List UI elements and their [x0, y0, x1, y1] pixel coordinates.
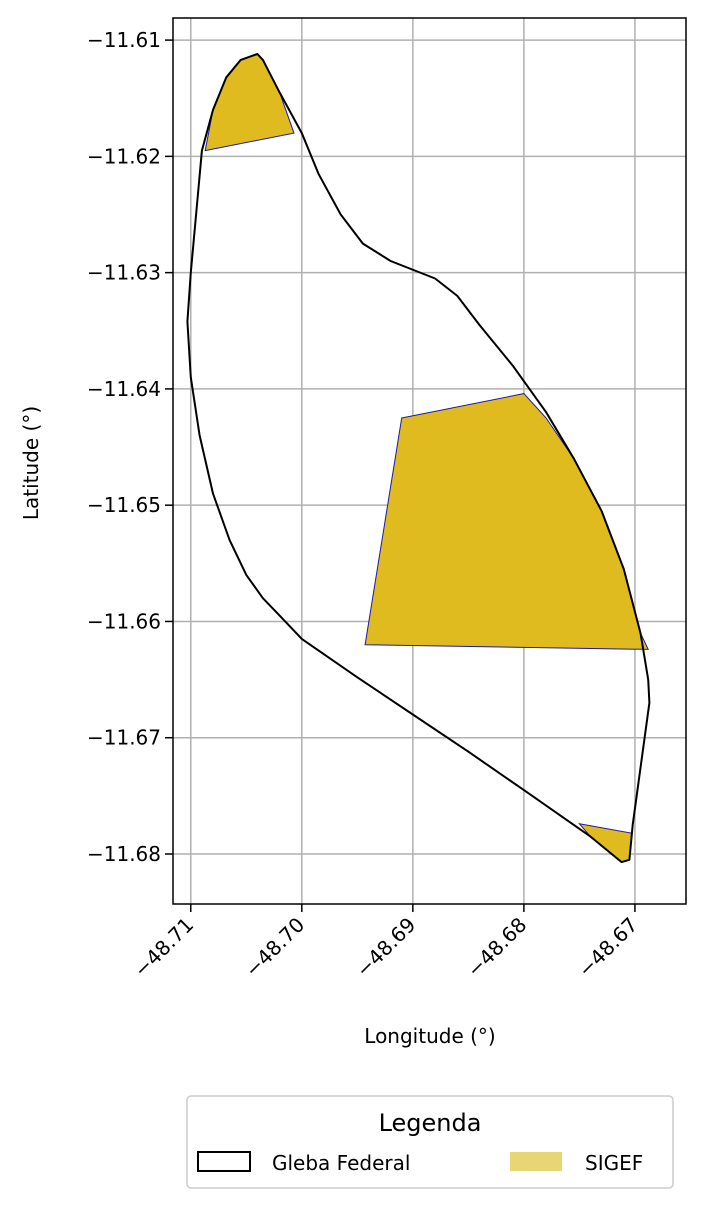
y-tick-label: −11.66 — [87, 609, 161, 633]
y-tick-label: −11.67 — [87, 726, 161, 750]
y-tick-label: −11.62 — [87, 144, 161, 168]
x-axis-ticks: −48.71 −48.70 −48.69 −48.68 −48.67 — [129, 904, 642, 982]
legend-sigef-label: SIGEF — [585, 1151, 643, 1175]
gleba-federal-polygon — [186, 53, 651, 864]
y-axis-label: Latitude (°) — [19, 406, 43, 520]
y-tick-label: −11.68 — [87, 842, 161, 866]
gleba-federal-boundary — [186, 53, 651, 864]
y-tick-label: −11.64 — [87, 377, 161, 401]
x-tick-label: −48.67 — [573, 913, 642, 982]
legend-sigef-swatch — [510, 1152, 562, 1171]
x-tick-label: −48.70 — [240, 913, 309, 982]
x-tick-label: −48.71 — [129, 913, 198, 982]
plot-frame — [172, 17, 687, 905]
sigef-parcels — [204, 53, 649, 863]
y-tick-label: −11.61 — [87, 28, 161, 52]
legend-gleba-label: Gleba Federal — [272, 1151, 410, 1175]
grid-lines — [173, 18, 686, 904]
x-tick-label: −48.69 — [351, 913, 420, 982]
sigef-parcel-north — [204, 53, 295, 152]
legend: Legenda Gleba Federal SIGEF — [186, 1095, 674, 1189]
x-axis-label: Longitude (°) — [364, 1024, 495, 1048]
sigef-parcel-south — [578, 823, 633, 863]
legend-title: Legenda — [379, 1109, 482, 1137]
x-tick-label: −48.68 — [462, 913, 531, 982]
legend-gleba-swatch — [197, 1151, 251, 1172]
y-tick-label: −11.65 — [87, 493, 161, 517]
y-tick-label: −11.63 — [87, 261, 161, 285]
y-axis-ticks: −11.61 −11.62 −11.63 −11.64 −11.65 −11.66 −11.… — [87, 28, 173, 866]
